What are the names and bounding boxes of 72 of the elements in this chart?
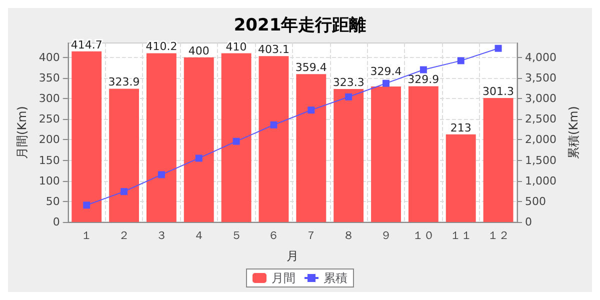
- x-tick-label: ９: [380, 229, 392, 242]
- y2-tick-label: 1,500: [525, 154, 556, 167]
- chart-title: 2021年走行距離: [234, 16, 366, 36]
- bar: [184, 57, 214, 222]
- bar: [146, 53, 176, 222]
- y2-tick-label: 2,000: [525, 133, 556, 146]
- point: [158, 171, 165, 178]
- x-axis-title: 月: [286, 249, 298, 263]
- point: [494, 44, 502, 52]
- x-tick-label: ３: [156, 229, 167, 242]
- point: [270, 121, 278, 128]
- y-tick-label: 300: [38, 92, 60, 106]
- data-label: 410: [226, 40, 247, 54]
- y-tick-label: 100: [38, 174, 60, 188]
- data-label: 329.9: [408, 73, 440, 86]
- y2-tick-label: 3,500: [525, 71, 556, 84]
- y-axis-title: 月間(Km): [15, 106, 29, 159]
- y-tick-label: 400: [38, 50, 60, 64]
- x-tick-label: １０: [412, 229, 434, 242]
- legend-label: 累積: [324, 271, 348, 285]
- point: [232, 138, 240, 145]
- y2-tick-label: 1,000: [525, 174, 556, 188]
- y-tick-label: 250: [38, 112, 60, 126]
- y2-tick-label: 2,500: [525, 112, 556, 126]
- point: [457, 57, 464, 64]
- point: [120, 188, 128, 196]
- point: [420, 66, 427, 74]
- data-label: 323.9: [108, 76, 140, 89]
- data-label: 410.2: [146, 40, 178, 54]
- y2-axis-title: 累積(Km): [566, 106, 580, 159]
- y2-tick-label: 4,000: [525, 50, 556, 64]
- point: [195, 154, 202, 162]
- y-tick-label: 350: [38, 71, 60, 84]
- x-tick-label: ４: [193, 229, 204, 242]
- data-label: 329.4: [370, 64, 402, 78]
- x-tick-label: １: [81, 229, 92, 242]
- point: [382, 80, 390, 87]
- y-tick-label: 50: [46, 194, 60, 208]
- point: [345, 93, 352, 100]
- bar: [221, 53, 252, 222]
- point: [83, 202, 90, 209]
- data-label: 323.3: [332, 76, 364, 89]
- bar: [109, 88, 140, 222]
- x-tick-label: １１: [450, 229, 472, 242]
- bar: [258, 56, 289, 222]
- data-label: 400: [188, 44, 210, 58]
- x-tick-label: ５: [230, 229, 242, 242]
- data-label: 213: [450, 121, 472, 134]
- bar: [334, 88, 364, 222]
- bar: [371, 86, 401, 222]
- bar: [408, 86, 438, 222]
- y-tick-label: 150: [38, 154, 60, 167]
- x-tick-label: １２: [487, 229, 510, 242]
- x-tick-label: ２: [118, 229, 130, 242]
- bar: [296, 74, 326, 222]
- y2-tick-label: 500: [525, 194, 546, 208]
- data-label: 403.1: [258, 43, 290, 56]
- x-tick-label: ８: [343, 229, 354, 242]
- data-label: 359.4: [295, 61, 327, 74]
- y-tick-label: 0: [52, 216, 60, 228]
- legend-label: 月間: [272, 271, 296, 285]
- bar: [72, 51, 102, 222]
- data-label: 301.3: [482, 85, 514, 98]
- bar: [483, 98, 514, 222]
- y2-tick-label: 0: [525, 216, 532, 228]
- y-tick-label: 200: [38, 133, 60, 146]
- x-tick-label: ６: [268, 229, 280, 242]
- point: [308, 106, 315, 114]
- x-tick-label: ７: [306, 229, 317, 242]
- bar: [446, 134, 476, 222]
- data-label: 414.7: [70, 38, 102, 52]
- y2-tick-label: 3,000: [525, 92, 556, 106]
